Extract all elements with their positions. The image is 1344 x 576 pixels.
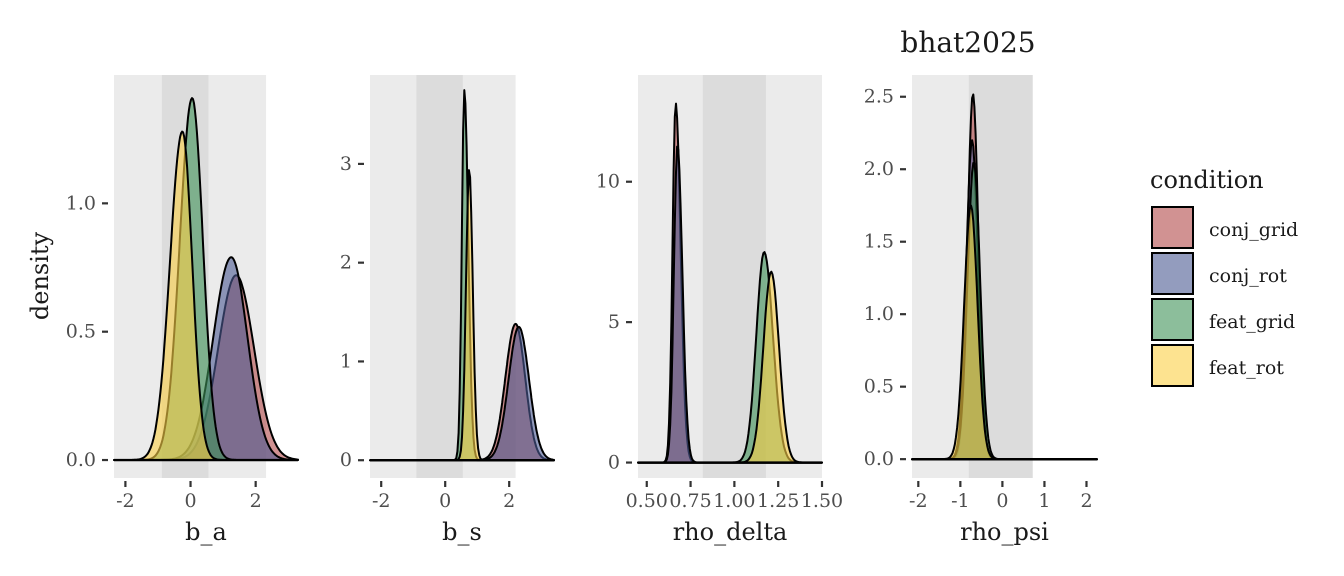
interval-band-dark — [416, 75, 463, 478]
x-axis-label: b_a — [185, 518, 227, 546]
x-axis-label: rho_delta — [673, 518, 788, 546]
y-tick-label: 0.5 — [864, 376, 894, 398]
x-tick-label: 2 — [1080, 490, 1092, 512]
legend-label: feat_grid — [1209, 311, 1295, 333]
x-tick-label: 0.50 — [626, 490, 668, 512]
y-tick-label: 1.5 — [864, 231, 894, 253]
x-tick-label: 0 — [184, 490, 196, 512]
x-tick-label: -2 — [116, 490, 135, 512]
legend-swatch — [1151, 298, 1194, 341]
y-tick-label: 0.5 — [66, 321, 96, 343]
y-tick-label: 0.0 — [864, 448, 894, 470]
legend-item-conj-grid: conj_grid — [1151, 206, 1298, 249]
panel-rho-psi: 0.0 0.5 1.0 1.5 2.0 2.5 -2 -1 0 1 2 rho_psi — [864, 75, 1098, 546]
x-tick-label: 1.25 — [757, 490, 799, 512]
y-tick-label: 1 — [340, 350, 352, 372]
x-tick-label: 1.00 — [713, 490, 755, 512]
y-tick-label: 3 — [340, 153, 352, 175]
legend-swatch — [1151, 206, 1194, 249]
x-tick-label: 0 — [439, 490, 451, 512]
x-tick-label: 2 — [250, 490, 262, 512]
x-tick-label: 0.75 — [669, 490, 711, 512]
legend-swatch — [1151, 252, 1194, 295]
y-tick-label: 2 — [340, 252, 352, 274]
y-tick-label: 0 — [340, 449, 352, 471]
y-tick-label: 2.5 — [864, 86, 894, 108]
y-tick-label: 0.0 — [66, 449, 96, 471]
x-tick-label: 1.50 — [801, 490, 843, 512]
y-tick-label: 1.0 — [864, 303, 894, 325]
density-conj-rot — [476, 325, 555, 462]
x-tick-label: -1 — [951, 490, 970, 512]
legend: condition conj_grid conj_rot feat_gridfeat… — [1150, 166, 1298, 387]
x-tick-label: -2 — [909, 490, 928, 512]
legend-label: conj_rot — [1209, 265, 1287, 287]
x-axis-label: b_s — [442, 518, 482, 546]
y-axis-label: density — [26, 231, 54, 320]
y-tick-label: 0 — [608, 452, 620, 474]
legend-item-conj-rot: conj_rot — [1151, 252, 1287, 295]
legend-item-feat-grid: feat_grid — [1151, 298, 1295, 341]
legend-label: feat_rot — [1209, 357, 1284, 379]
x-tick-label: 2 — [503, 490, 515, 512]
x-tick-label: 1 — [1038, 490, 1050, 512]
legend-title: condition — [1150, 166, 1264, 194]
panel-rho-delta: 0 5 10 0.50 0.75 1.00 1.25 1.50 rho_delta — [596, 75, 843, 546]
panel-b-s: 0 1 2 3 -2 0 2 b_s — [340, 75, 555, 546]
x-axis-label: rho_psi — [960, 518, 1049, 546]
x-tick-label: 0 — [996, 490, 1008, 512]
legend-label: conj_grid — [1209, 219, 1298, 241]
y-tick-label: 5 — [608, 311, 620, 333]
chart-title: bhat2025 — [900, 26, 1035, 59]
legend-swatch — [1151, 344, 1194, 387]
y-tick-label: 1.0 — [66, 192, 96, 214]
x-tick-label: -2 — [372, 490, 391, 512]
y-tick-label: 10 — [596, 171, 620, 193]
y-tick-label: 2.0 — [864, 158, 894, 180]
panel-b-a: 0.0 0.5 1.0 -2 0 2 b_a — [66, 75, 299, 546]
legend-item-feat-rot: feat_rot — [1151, 344, 1284, 387]
